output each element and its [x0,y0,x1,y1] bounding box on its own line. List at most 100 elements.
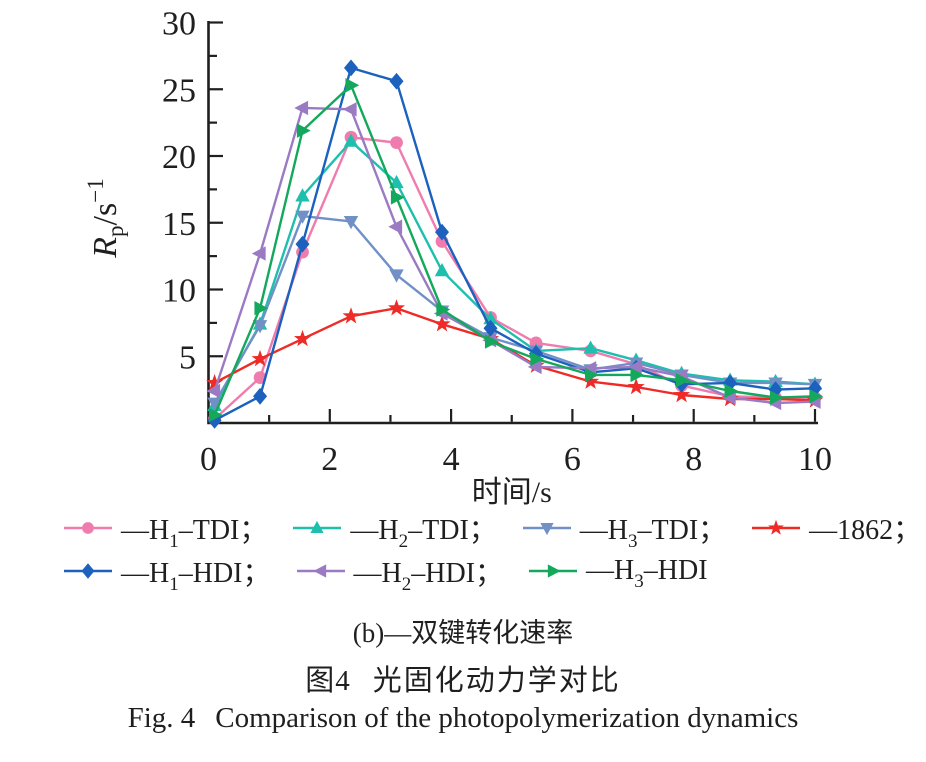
data-point-H3-TDI [252,320,268,334]
legend-item-H1-HDI: —H1–HDI； [64,551,271,596]
axes [207,21,818,425]
data-point-H3-HDI [675,373,690,388]
legend-marker-H3-TDI [522,522,571,535]
axis-ticks [207,21,817,422]
x-tick-label: 4 [443,441,460,478]
figure-number-zh: 图4 [305,665,351,697]
data-point-H3-HDI [530,351,545,367]
series-line [214,66,816,422]
data-point-H3-HDI [436,302,451,317]
x-tick-label: 10 [798,441,832,478]
series-line [213,106,816,405]
data-point-H3-HDI [390,190,405,205]
legend-label-H3-TDI: —H3–TDI； [579,514,727,553]
chart-legend: —H1–TDI； —H2–TDI； —H3–TDI； —1862； —H1–HDI； —H… [64,506,924,596]
x-tick-label: 6 [564,441,581,478]
panel-caption-text: (b)—双键转化速率 [352,618,574,648]
figure-caption-zh: 图4 光固化动力学对比 [0,657,926,699]
panel-caption: (b)—双键转化速率 [0,611,926,650]
data-point-H1-HDI [253,387,268,405]
x-tick-label: 2 [321,441,338,478]
figure-number-en: Fig. 4 [127,702,196,734]
data-point-H3-HDI [484,334,499,349]
data-point-H2-TDI [295,188,310,202]
legend-marker-H2-HDI [296,563,345,578]
data-point-1862 [433,315,451,332]
data-point-H3-HDI [254,300,269,316]
figure-caption-en-text: Comparison of the photopolymerization dy… [215,702,799,734]
data-point-H3-HDI [345,78,360,93]
tick-labels: 5 10 15 20 25 30 0 2 4 6 8 10 [162,6,832,479]
data-point-H2-HDI [388,219,403,234]
y-axis-label: Rp/s−1 [83,178,128,258]
data-point-H2-TDI [583,340,598,354]
data-point-1862 [387,299,406,316]
data-point-H3-TDI [207,397,222,411]
legend-label-H2-TDI: —H2–TDI； [350,514,497,553]
data-point-1862 [673,385,691,403]
legend-marker-H1-HDI [64,562,112,579]
legend-marker-H1-TDI [64,521,112,534]
y-tick-label: 5 [179,339,196,376]
y-tick-label: 10 [162,273,196,310]
data-point-H1-HDI [435,223,450,241]
legend-item-H3-HDI: —H3–HDI [529,554,708,593]
series-line [213,140,816,407]
legend-item-H3-TDI: —H3–TDI； [522,508,727,553]
data-point-H2-TDI [434,263,450,277]
figure-caption-zh-text: 光固化动力学对比 [372,665,621,697]
data-point-1862 [206,373,224,391]
legend-label-1862: —1862； [809,514,922,546]
y-tick-label: 30 [162,6,196,43]
legend-item-H1-TDI: —H1–TDI； [64,508,267,551]
data-point-H2-HDI [251,246,266,261]
legend-marker-H2-TDI [293,520,342,533]
data-point-H2-HDI [294,100,309,116]
data-point-H3-HDI [208,407,223,423]
data-point-H3-TDI [343,216,359,230]
data-point-H2-TDI [343,133,359,147]
data-point-H2-HDI [627,359,642,375]
data-point-H2-HDI [527,359,542,375]
legend-row: —H1–HDI； —H2–HDI； —H3–HDI [64,549,924,596]
x-axis-label: 时间/s [472,476,552,505]
series-H3-HDI [208,78,824,423]
x-tick-label: 0 [200,441,217,478]
data-point-1862 [627,377,645,395]
data-point-H3-HDI [296,123,311,138]
data-point-H3-HDI [769,390,784,405]
legend-marker-H3-HDI [529,563,578,578]
data-point-H3-HDI [724,383,739,399]
legend-item-1862: —1862； [752,508,921,548]
data-point-H1-HDI [295,235,310,253]
line-chart: 5 10 15 20 25 30 0 2 4 6 8 10 时间/s Rp/s−1 [83,6,832,506]
legend-marker-1862 [752,519,801,535]
figure-caption-en: Fig. 4 Comparison of the photopolymerizat… [0,702,926,735]
data-point-H2-TDI [389,174,404,189]
data-point-1862 [293,329,312,347]
data-point-1862 [582,372,600,389]
data-point-H1-HDI [344,59,359,77]
x-tick-label: 8 [685,441,702,478]
data-point-1862 [251,349,269,367]
legend-row: —H1–TDI； —H2–TDI； —H3–TDI； —1862； [64,506,924,553]
data-point-H3-TDI [295,210,310,224]
legend-label-H1-HDI: —H1–HDI； [121,557,271,596]
series-line [213,136,815,420]
data-point-H2-HDI [342,102,357,117]
series-H2-TDI [207,133,823,412]
data-point-H2-HDI [206,383,221,399]
legend-label-H3-HDI: —H3–HDI [586,554,708,593]
y-tick-label: 20 [162,139,196,176]
data-point-H3-HDI [630,367,645,383]
legend-item-H2-HDI: —H2–HDI； [296,551,503,594]
data-point-H1-HDI [483,319,498,337]
data-point-H1-HDI [389,72,404,90]
legend-item-H2-TDI: —H2–TDI； [293,508,497,553]
data-point-H3-HDI [584,367,599,383]
y-tick-label: 25 [162,72,196,109]
y-tick-label: 15 [162,206,196,243]
data-point-1862 [342,307,360,324]
series-line [213,83,816,416]
